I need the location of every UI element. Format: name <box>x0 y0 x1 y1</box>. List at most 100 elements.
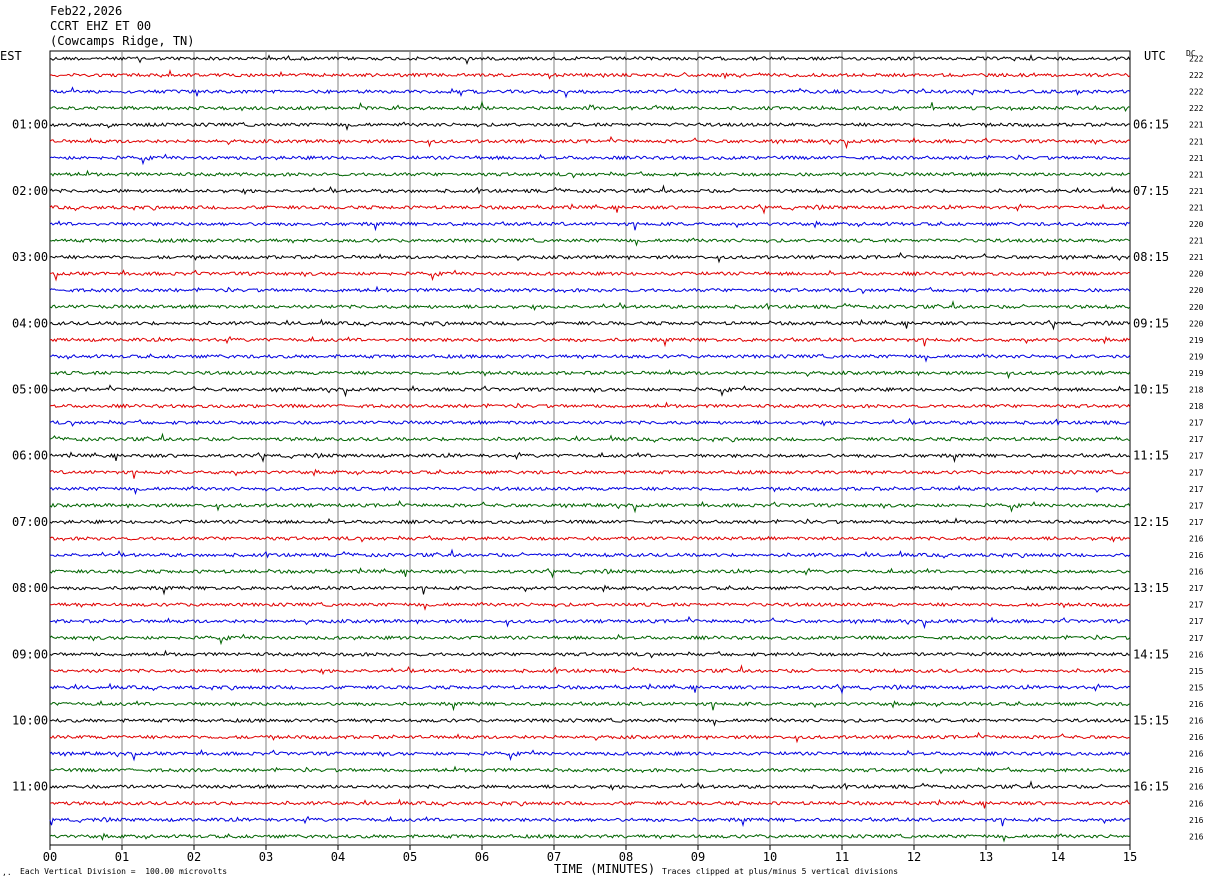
dc-offset-value: 217 <box>1189 452 1204 461</box>
dc-offset-value: 216 <box>1189 551 1204 560</box>
dc-offset-value: 216 <box>1189 832 1204 841</box>
seismic-trace <box>49 749 1131 762</box>
x-tick-label: 02 <box>187 850 201 864</box>
seismic-trace <box>49 237 1131 247</box>
left-hour-label: 11:00 <box>12 780 48 794</box>
dc-offset-value: 216 <box>1189 750 1204 759</box>
seismic-trace <box>49 468 1131 479</box>
left-hour-label: 02:00 <box>12 184 48 198</box>
dc-offset-value: 217 <box>1189 617 1204 626</box>
seismic-trace <box>49 220 1131 232</box>
dc-offset-value: 216 <box>1189 733 1204 742</box>
seismic-trace <box>49 717 1131 727</box>
right-hour-label: 14:15 <box>1133 647 1169 661</box>
dc-offset-value: 217 <box>1189 468 1204 477</box>
seismic-trace <box>49 335 1131 348</box>
seismic-trace <box>49 401 1131 410</box>
left-hour-label: 08:00 <box>12 581 48 595</box>
seismic-trace <box>49 69 1131 80</box>
dc-offset-value: 216 <box>1189 783 1204 792</box>
dc-offset-value: 217 <box>1189 584 1204 593</box>
seismic-trace <box>49 285 1131 295</box>
seismic-trace <box>49 765 1131 775</box>
dc-offset-value: 221 <box>1189 237 1204 246</box>
seismic-trace <box>49 153 1131 166</box>
x-tick-label: 15 <box>1123 850 1137 864</box>
dc-offset-value: 220 <box>1189 220 1204 229</box>
seismic-trace <box>49 451 1131 464</box>
dc-offset-value: 215 <box>1189 667 1204 676</box>
seismic-trace <box>49 369 1131 380</box>
clip-note: Traces clipped at plus/minus 5 vertical … <box>662 867 899 876</box>
dc-offset-value: 222 <box>1189 55 1204 64</box>
seismic-trace <box>49 86 1131 99</box>
seismic-trace <box>49 682 1131 695</box>
dc-offset-value: 216 <box>1189 650 1204 659</box>
x-tick-label: 04 <box>331 850 345 864</box>
right-hour-label: 11:15 <box>1133 449 1169 463</box>
right-hour-label: 12:15 <box>1133 515 1169 529</box>
seismic-trace <box>49 633 1131 646</box>
left-hour-label: 05:00 <box>12 383 48 397</box>
dc-offset-value: 222 <box>1189 104 1204 113</box>
seismic-trace <box>49 432 1131 443</box>
dc-offset-value: 218 <box>1189 386 1204 395</box>
x-tick-label: 06 <box>475 850 489 864</box>
dc-offset-value: 220 <box>1189 319 1204 328</box>
x-tick-label: 05 <box>403 850 417 864</box>
dc-offset-value: 222 <box>1189 88 1204 97</box>
right-hour-label: 13:15 <box>1133 581 1169 595</box>
x-tick-label: 09 <box>691 850 705 864</box>
seismic-trace <box>49 780 1131 791</box>
right-hour-label: 10:15 <box>1133 383 1169 397</box>
seismic-trace <box>49 500 1131 514</box>
dc-offset-value: 221 <box>1189 204 1204 213</box>
dc-offset-value: 221 <box>1189 170 1204 179</box>
seismic-trace <box>49 169 1131 179</box>
x-tick-label: 11 <box>835 850 849 864</box>
seismic-trace <box>49 269 1130 282</box>
x-tick-label: 14 <box>1051 850 1065 864</box>
seismic-trace <box>49 484 1131 496</box>
seismic-trace <box>49 815 1131 828</box>
x-axis-label: TIME (MINUTES) <box>554 862 656 876</box>
dc-offset-value: 215 <box>1189 683 1204 692</box>
seismic-trace <box>49 417 1130 427</box>
dc-offset-value: 217 <box>1189 485 1204 494</box>
dc-offset-value: 221 <box>1189 187 1204 196</box>
left-hour-label: 09:00 <box>12 647 48 661</box>
left-hour-label: 10:00 <box>12 714 48 728</box>
left-hour-label: 04:00 <box>12 316 48 330</box>
plot-frame <box>49 50 1131 846</box>
right-timezone-label: UTC <box>1144 49 1166 63</box>
seismic-trace <box>49 54 1131 65</box>
seismic-trace <box>49 300 1131 312</box>
x-tick-label: 03 <box>259 850 273 864</box>
seismic-trace <box>49 832 1131 843</box>
seismic-trace <box>50 700 1131 712</box>
seismic-trace <box>49 384 1131 398</box>
dc-offset-value: 216 <box>1189 799 1204 808</box>
dc-offset-value: 219 <box>1189 336 1204 345</box>
seismic-trace <box>49 535 1131 543</box>
seismic-trace <box>49 318 1131 331</box>
seismic-trace <box>49 517 1131 525</box>
x-tick-label: 00 <box>43 850 57 864</box>
seismic-trace <box>49 567 1131 579</box>
x-tick-label: 10 <box>763 850 777 864</box>
seismic-trace <box>49 135 1131 150</box>
left-hour-label: 07:00 <box>12 515 48 529</box>
right-hour-label: 07:15 <box>1133 184 1169 198</box>
seismic-trace <box>49 649 1131 659</box>
dc-offset-value: 219 <box>1189 369 1204 378</box>
seismic-trace <box>49 601 1131 611</box>
x-tick-label: 08 <box>619 850 633 864</box>
dc-offset-value: 216 <box>1189 717 1204 726</box>
dc-offset-value: 218 <box>1189 402 1204 411</box>
scale-note: Each Vertical Division = 100.00 microvol… <box>20 867 228 876</box>
x-tick-label: 07 <box>547 850 561 864</box>
seismic-trace <box>49 664 1131 676</box>
x-tick-label: 13 <box>979 850 993 864</box>
right-hour-label: 06:15 <box>1133 118 1169 132</box>
